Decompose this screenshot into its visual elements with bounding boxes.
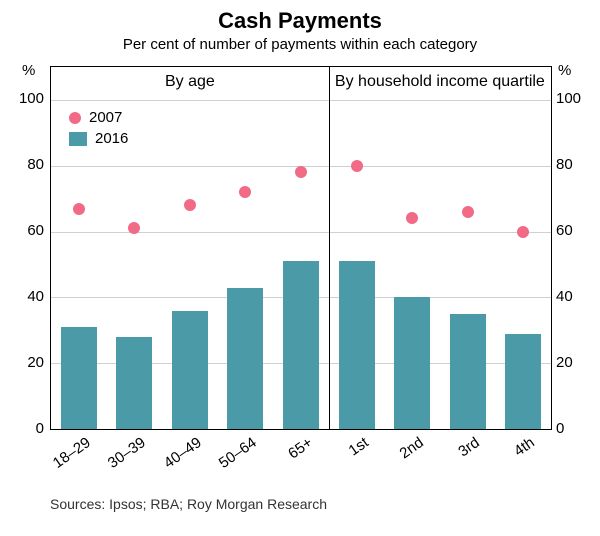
gridline [51,100,551,101]
legend-item: 2007 [69,109,128,126]
x-tick-label: 1st [345,434,371,459]
legend-bar-icon [69,132,87,146]
y-tick-label-left: 80 [10,156,44,173]
chart-title: Cash Payments [0,0,600,34]
y-tick-label-right: 20 [556,354,573,371]
bar [61,327,97,429]
y-tick-label-left: 40 [10,288,44,305]
y-tick-label-left: 0 [10,420,44,437]
y-tick-label-left: 100 [10,90,44,107]
bar [450,314,486,429]
x-tick-label: 4th [511,434,538,460]
bar [227,288,263,430]
bar [394,297,430,429]
x-tick-label: 18–29 [50,434,94,472]
x-tick-label: 2nd [397,434,427,462]
bar [283,261,319,429]
y-unit-left: % [22,62,35,79]
data-point [517,226,529,238]
bar [339,261,375,429]
legend-point-icon [69,112,81,124]
plot-area: By ageBy household income quartile200720… [50,66,552,430]
legend-item: 2016 [69,130,128,147]
panel-label-age: By age [51,73,329,91]
data-point [462,206,474,218]
bar [116,337,152,429]
bar [172,311,208,429]
chart-subtitle: Per cent of number of payments within ea… [0,34,600,53]
legend-label: 2007 [89,109,122,126]
data-point [73,203,85,215]
panel-label-income: By household income quartile [329,73,551,91]
data-point [406,212,418,224]
legend: 2007 2016 [69,109,128,151]
x-tick-label: 3rd [455,434,483,460]
data-point [295,166,307,178]
chart-container: Cash Payments Per cent of number of paym… [0,0,600,536]
y-tick-label-left: 60 [10,222,44,239]
gridline [51,232,551,233]
data-point [184,199,196,211]
y-tick-label-right: 60 [556,222,573,239]
y-tick-label-right: 80 [556,156,573,173]
y-tick-label-right: 0 [556,420,564,437]
y-tick-label-right: 40 [556,288,573,305]
legend-label: 2016 [95,130,128,147]
data-point [128,222,140,234]
x-tick-label: 65+ [285,434,316,463]
y-tick-label-right: 100 [556,90,581,107]
x-tick-label: 50–64 [216,434,260,472]
x-tick-label: 30–39 [105,434,149,472]
sources-text: Sources: Ipsos; RBA; Roy Morgan Research [50,496,327,512]
x-tick-label: 40–49 [161,434,205,472]
data-point [351,160,363,172]
bar [505,334,541,429]
y-tick-label-left: 20 [10,354,44,371]
panel-divider [329,67,330,429]
y-unit-right: % [558,62,571,79]
data-point [239,186,251,198]
